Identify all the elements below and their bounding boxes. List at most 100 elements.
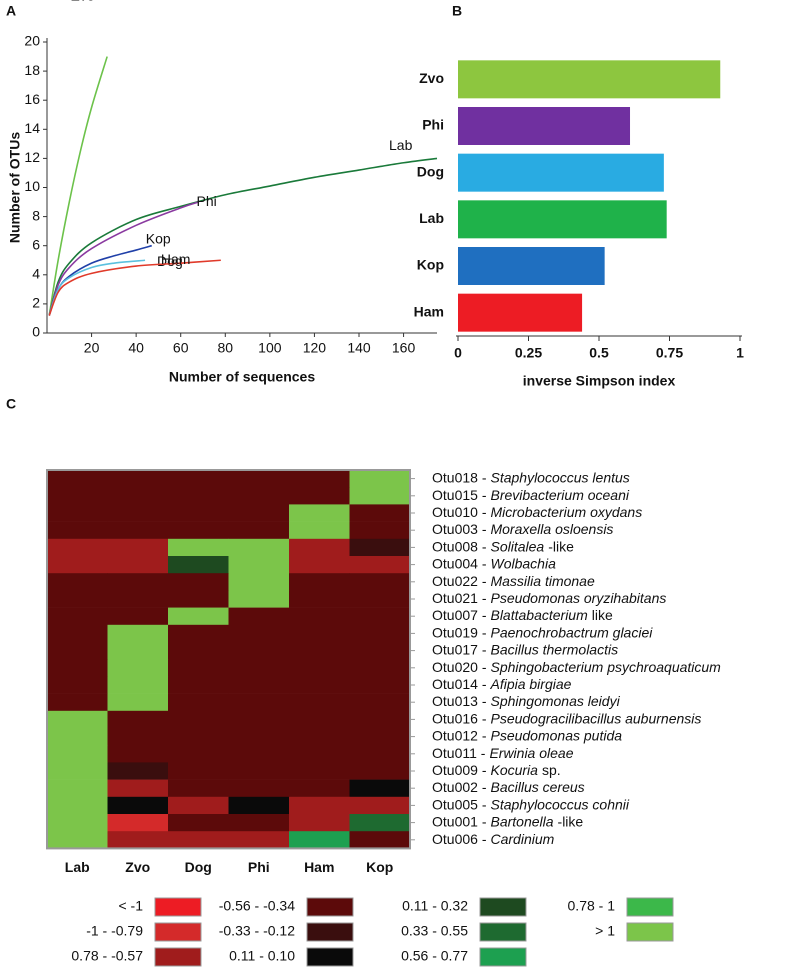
row-taxon: Massilia timonae [490,573,594,589]
heatmap-cell [289,831,350,849]
row-suffix: like [592,607,613,623]
heatmap-cell [107,538,169,557]
heatmap-cell [289,590,350,608]
heatmap-cell [228,745,290,763]
heatmap-cell [228,831,290,849]
row-taxon: Moraxella osloensis [490,521,613,537]
y-tick-label: Kop [417,257,444,273]
heatmap-cell [228,676,290,694]
heatmap-cell [168,762,229,780]
y-tick-label: Phi [422,117,444,133]
row-taxon: Staphylococcus cohnii [490,796,629,812]
panel-label: B [452,3,462,19]
heatmap-cell [289,504,350,522]
heatmap-cell [107,573,169,591]
heatmap-cell [47,814,108,832]
row-id: Otu009 - [432,762,487,778]
bar [458,247,605,285]
row-id: Otu015 - [432,487,487,503]
bar [458,293,583,332]
series-line [48,201,199,316]
heatmap-cell [47,590,108,608]
y-tick-label: 12 [24,149,40,165]
heatmap-cell [349,470,411,488]
heatmap-cell [289,624,350,643]
x-tick-label: 140 [347,340,371,356]
y-tick-label: 20 [24,33,40,49]
row-id: Otu005 - [432,796,487,812]
heatmap-cell [349,710,411,729]
heatmap-cell [289,814,350,832]
heatmap-cell [107,504,169,522]
heatmap-cell [349,590,411,608]
heatmap-cell [168,779,229,798]
heatmap-frame [46,469,411,850]
heatmap-cell [289,745,350,763]
row-suffix: -like [548,538,574,554]
row-taxon: Pseudomonas putida [490,727,622,743]
heatmap-cell [289,676,350,694]
heatmap-cell [107,831,169,849]
heatmap-cell [228,779,290,798]
heatmap-cell [349,745,411,763]
heatmap-cell [228,504,290,522]
heatmap-cell [107,762,169,780]
row-label: Otu003 - Moraxella osloensis [432,521,613,537]
legend-swatch [479,947,527,967]
legend-label: > 1 [595,923,615,939]
legend-label: 0.78 - -0.57 [71,948,143,964]
heatmap-cell [107,659,169,677]
column-label: Ham [304,859,334,875]
row-label: Otu019 - Paenochrobactrum glaciei [432,624,653,640]
series-line [48,259,221,316]
heatmap-cell [349,538,411,557]
heatmap-cell [228,659,290,677]
heatmap-cell [228,556,290,574]
x-tick-label: 120 [303,340,327,356]
row-label: Otu013 - Sphingomonas leidyi [432,693,621,709]
column-label: Phi [248,859,270,875]
row-label: Otu008 - Solitalea -like [432,538,574,554]
heatmap-cell [289,728,350,746]
heatmap-cell [228,693,290,712]
legend-swatch [154,947,202,967]
legend-label: 0.11 - 0.32 [402,898,468,914]
heatmap-cell [349,607,411,626]
heatmap-cell [107,521,169,540]
heatmap-cell [107,710,169,729]
heatmap-cell [289,521,350,540]
heatmap-cell [47,796,108,815]
heatmap-cell [107,624,169,643]
heatmap-cell [107,779,169,798]
row-taxon: Kocuria [490,762,538,778]
row-label: Otu009 - Kocuria sp. [432,762,561,778]
column-label: Lab [65,859,90,875]
row-taxon: Wolbachia [490,555,556,571]
heatmap-cell [228,796,290,815]
row-suffix: -like [558,813,584,829]
row-id: Otu008 - [432,538,487,554]
y-tick-label: 18 [24,62,40,78]
legend-swatch [479,922,527,942]
x-tick-label: 80 [217,340,233,356]
x-tick-label: 0.75 [656,345,683,361]
heatmap-cell [349,573,411,591]
row-taxon: Bacillus thermolactis [490,641,618,657]
heatmap-cell [349,693,411,712]
heatmap-cell [228,573,290,591]
row-label: Otu002 - Bacillus cereus [432,779,585,795]
heatmap-cell [289,762,350,780]
row-id: Otu020 - [432,659,487,675]
y-tick-label: 10 [24,178,40,194]
series-line [48,56,108,316]
row-taxon: Sphingomonas leidyi [490,693,620,709]
heatmap-cell [349,796,411,815]
series-label: Dog [157,253,183,269]
heatmap-cell [107,796,169,815]
heatmap-cell [228,590,290,608]
legend-swatch [154,897,202,917]
heatmap-cell [349,676,411,694]
heatmap-cell [289,607,350,626]
row-id: Otu016 - [432,710,487,726]
heatmap-cell [47,676,108,694]
